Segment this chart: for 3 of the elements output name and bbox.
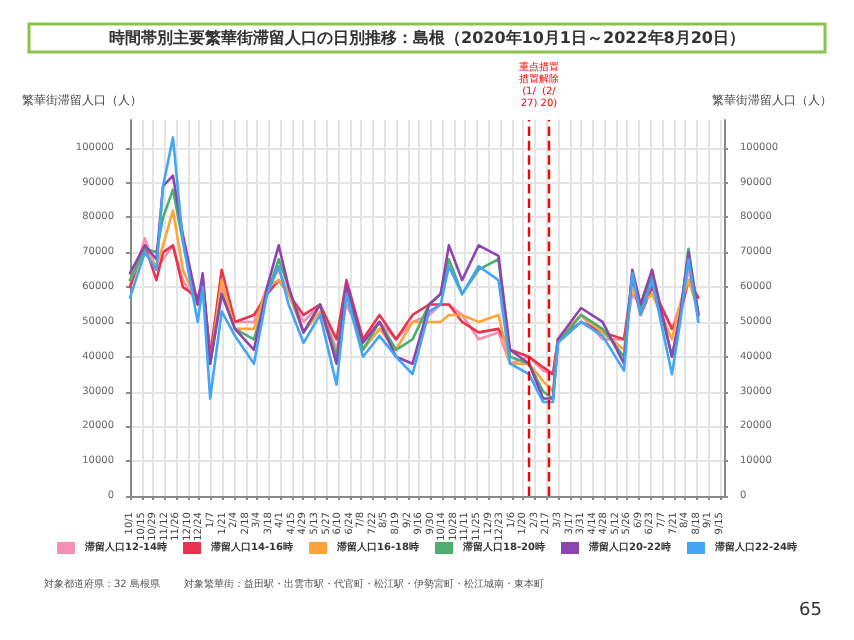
chart-title: 時間帯別主要繁華街滞留人口の日別推移：島根（2020年10月1日～2022年8月20日）	[109, 27, 745, 47]
line-series	[128, 136, 700, 404]
text: 65	[799, 601, 822, 621]
